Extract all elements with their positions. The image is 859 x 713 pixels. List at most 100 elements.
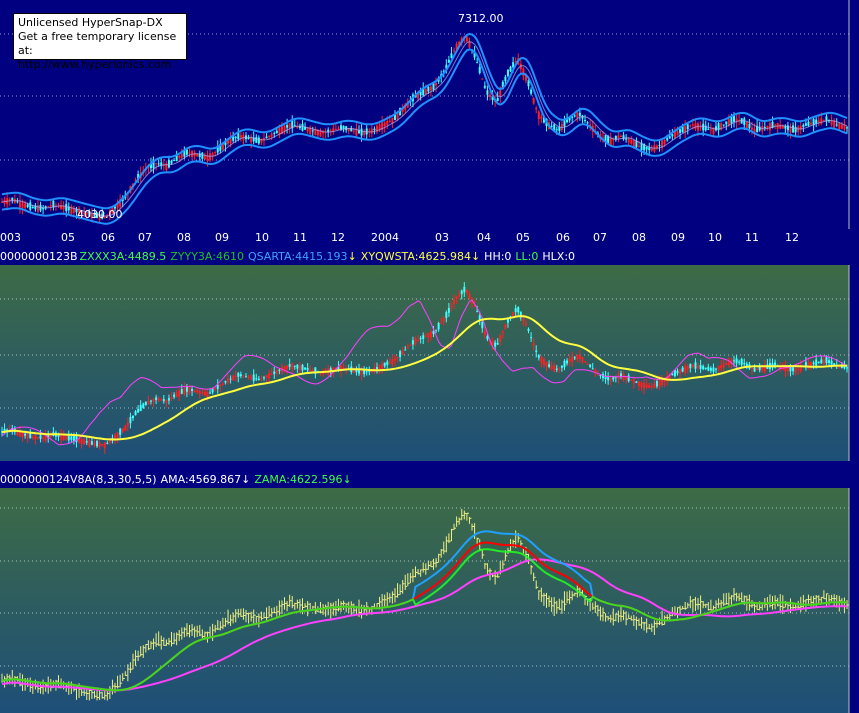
price-candle xyxy=(774,362,777,368)
ama-lower-line xyxy=(1,548,847,692)
price-candle xyxy=(822,359,825,364)
price-candle xyxy=(568,116,571,121)
price-candle xyxy=(815,359,818,366)
price-candle xyxy=(820,359,823,364)
price-candle xyxy=(265,375,268,379)
price-candle xyxy=(812,119,815,126)
time-tick: 04 xyxy=(477,231,491,244)
band-mid-line xyxy=(1,41,848,217)
indicator2-canvas[interactable] xyxy=(0,488,859,713)
price-candle xyxy=(774,124,777,126)
price-candle xyxy=(486,90,489,95)
price-candle xyxy=(206,155,209,161)
price-candle xyxy=(735,358,738,364)
price-candle xyxy=(681,126,684,133)
price-chart-panel[interactable]: Unlicensed HyperSnap-DX Get a free tempo… xyxy=(0,0,859,229)
price-candle xyxy=(142,403,145,408)
price-candle xyxy=(450,305,453,307)
price-candle xyxy=(375,367,378,370)
price-candle xyxy=(758,126,761,131)
price-candle xyxy=(817,362,820,364)
price-candle xyxy=(435,329,438,331)
price-candle xyxy=(160,399,163,401)
price-candle xyxy=(198,390,201,394)
price-candle xyxy=(445,64,448,69)
price-candle xyxy=(648,147,651,151)
price-candle xyxy=(406,347,409,349)
price-candle xyxy=(342,125,345,130)
price-candle xyxy=(792,367,795,372)
price-candle xyxy=(396,356,399,358)
band-upper-line xyxy=(1,32,848,210)
price-candle xyxy=(401,107,404,112)
price-candle xyxy=(499,90,502,97)
price-candle xyxy=(779,124,782,129)
price-candle xyxy=(424,88,427,94)
price-candle xyxy=(645,384,648,388)
price-candle xyxy=(16,429,19,436)
price-candle xyxy=(506,318,509,323)
price-candle xyxy=(8,199,11,201)
price-candle xyxy=(432,331,435,334)
price-candle xyxy=(727,119,730,126)
price-candle xyxy=(424,336,427,338)
time-tick: 07 xyxy=(593,231,607,244)
price-candle xyxy=(453,50,456,52)
price-candle xyxy=(178,156,181,158)
price-candle xyxy=(31,207,34,209)
indicator2-panel[interactable] xyxy=(0,488,859,713)
price-candle xyxy=(191,389,194,392)
price-candle xyxy=(722,124,725,126)
price-candle xyxy=(106,442,109,444)
price-candle xyxy=(75,208,78,213)
panel-divider[interactable] xyxy=(0,461,859,471)
price-candle xyxy=(329,130,332,132)
price-candle xyxy=(368,370,371,372)
price-candle xyxy=(704,367,707,369)
price-candle xyxy=(268,373,271,379)
price-candle xyxy=(545,361,548,367)
price-candle xyxy=(283,366,286,371)
price-candle xyxy=(815,119,818,124)
price-candle xyxy=(666,138,669,141)
price-candle xyxy=(756,125,759,133)
price-candle xyxy=(702,366,705,370)
indicator1-panel[interactable] xyxy=(0,265,859,461)
price-candle xyxy=(784,125,787,129)
price-candle xyxy=(155,397,158,400)
price-candle xyxy=(668,136,671,139)
price-candle xyxy=(661,379,664,386)
price-candle xyxy=(381,363,384,370)
price-candle xyxy=(607,376,610,381)
price-candle xyxy=(347,127,350,132)
price-candle xyxy=(512,62,515,68)
price-candle xyxy=(435,83,438,86)
watermark-line3: http://www.hyperionics.com xyxy=(18,58,172,71)
price-candle xyxy=(717,123,720,131)
price-candle xyxy=(655,145,658,148)
price-chart-canvas[interactable] xyxy=(0,0,859,229)
price-candle xyxy=(65,203,68,211)
price-candle xyxy=(337,128,340,130)
price-candle xyxy=(537,355,540,358)
price-candle xyxy=(840,124,843,129)
price-candle xyxy=(265,136,268,139)
price-candle xyxy=(257,137,260,144)
time-tick: 12 xyxy=(785,231,799,244)
price-candle xyxy=(548,364,551,367)
price-candle xyxy=(555,129,558,131)
price-candle xyxy=(160,162,163,167)
price-candle xyxy=(602,137,605,139)
price-candle xyxy=(96,440,99,447)
price-candle xyxy=(47,433,50,438)
price-candle xyxy=(157,163,160,165)
indicator1-canvas[interactable] xyxy=(0,265,859,461)
price-candle xyxy=(676,131,679,135)
price-candle xyxy=(411,340,414,345)
price-candle xyxy=(409,344,412,346)
price-candle xyxy=(748,123,751,129)
price-candle xyxy=(825,116,828,122)
price-candle xyxy=(804,362,807,368)
price-candle xyxy=(386,361,389,365)
price-candle xyxy=(85,213,88,215)
